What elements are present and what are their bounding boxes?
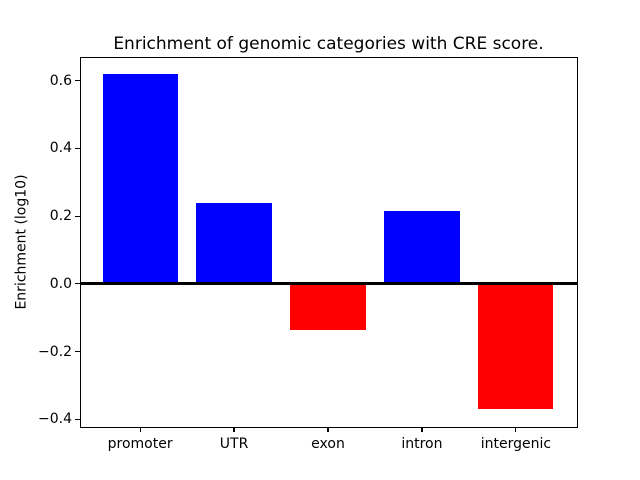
y-tick-mark [75,350,80,353]
bar-promoter [102,73,178,284]
y-axis-label: Enrichment (log10) [14,173,31,310]
x-tick-mark [327,427,329,432]
x-tick-label-intron: intron [401,436,443,452]
y-tick-label: −0.2 [38,343,72,360]
y-tick-label: 0.0 [49,275,72,292]
x-tick-label-promoter: promoter [107,436,173,452]
x-tick-mark [233,427,235,432]
y-tick-label: 0.4 [49,140,72,157]
bar-intron [384,211,460,284]
y-tick-mark [75,147,80,149]
bar-intergenic [478,283,554,410]
y-tick-mark [75,215,80,217]
chart-title: Enrichment of genomic categories with CR… [113,34,544,54]
bar-UTR [196,202,272,284]
x-tick-label-intergenic: intergenic [480,436,552,452]
y-tick-label: 0.6 [49,72,72,89]
x-tick-mark [515,427,517,432]
y-tick-mark [75,418,80,420]
zero-line [80,282,578,286]
y-tick-mark [75,80,80,82]
x-tick-mark [421,427,423,432]
y-tick-mark [75,283,80,285]
x-tick-mark [139,427,141,432]
x-tick-label-UTR: UTR [219,436,249,452]
y-axis-label-wrap: Enrichment (log10) [8,57,36,426]
bar-exon [290,283,366,330]
x-tick-label-exon: exon [311,436,345,452]
y-tick-label: −0.4 [38,411,72,428]
y-tick-label: 0.2 [49,208,72,225]
